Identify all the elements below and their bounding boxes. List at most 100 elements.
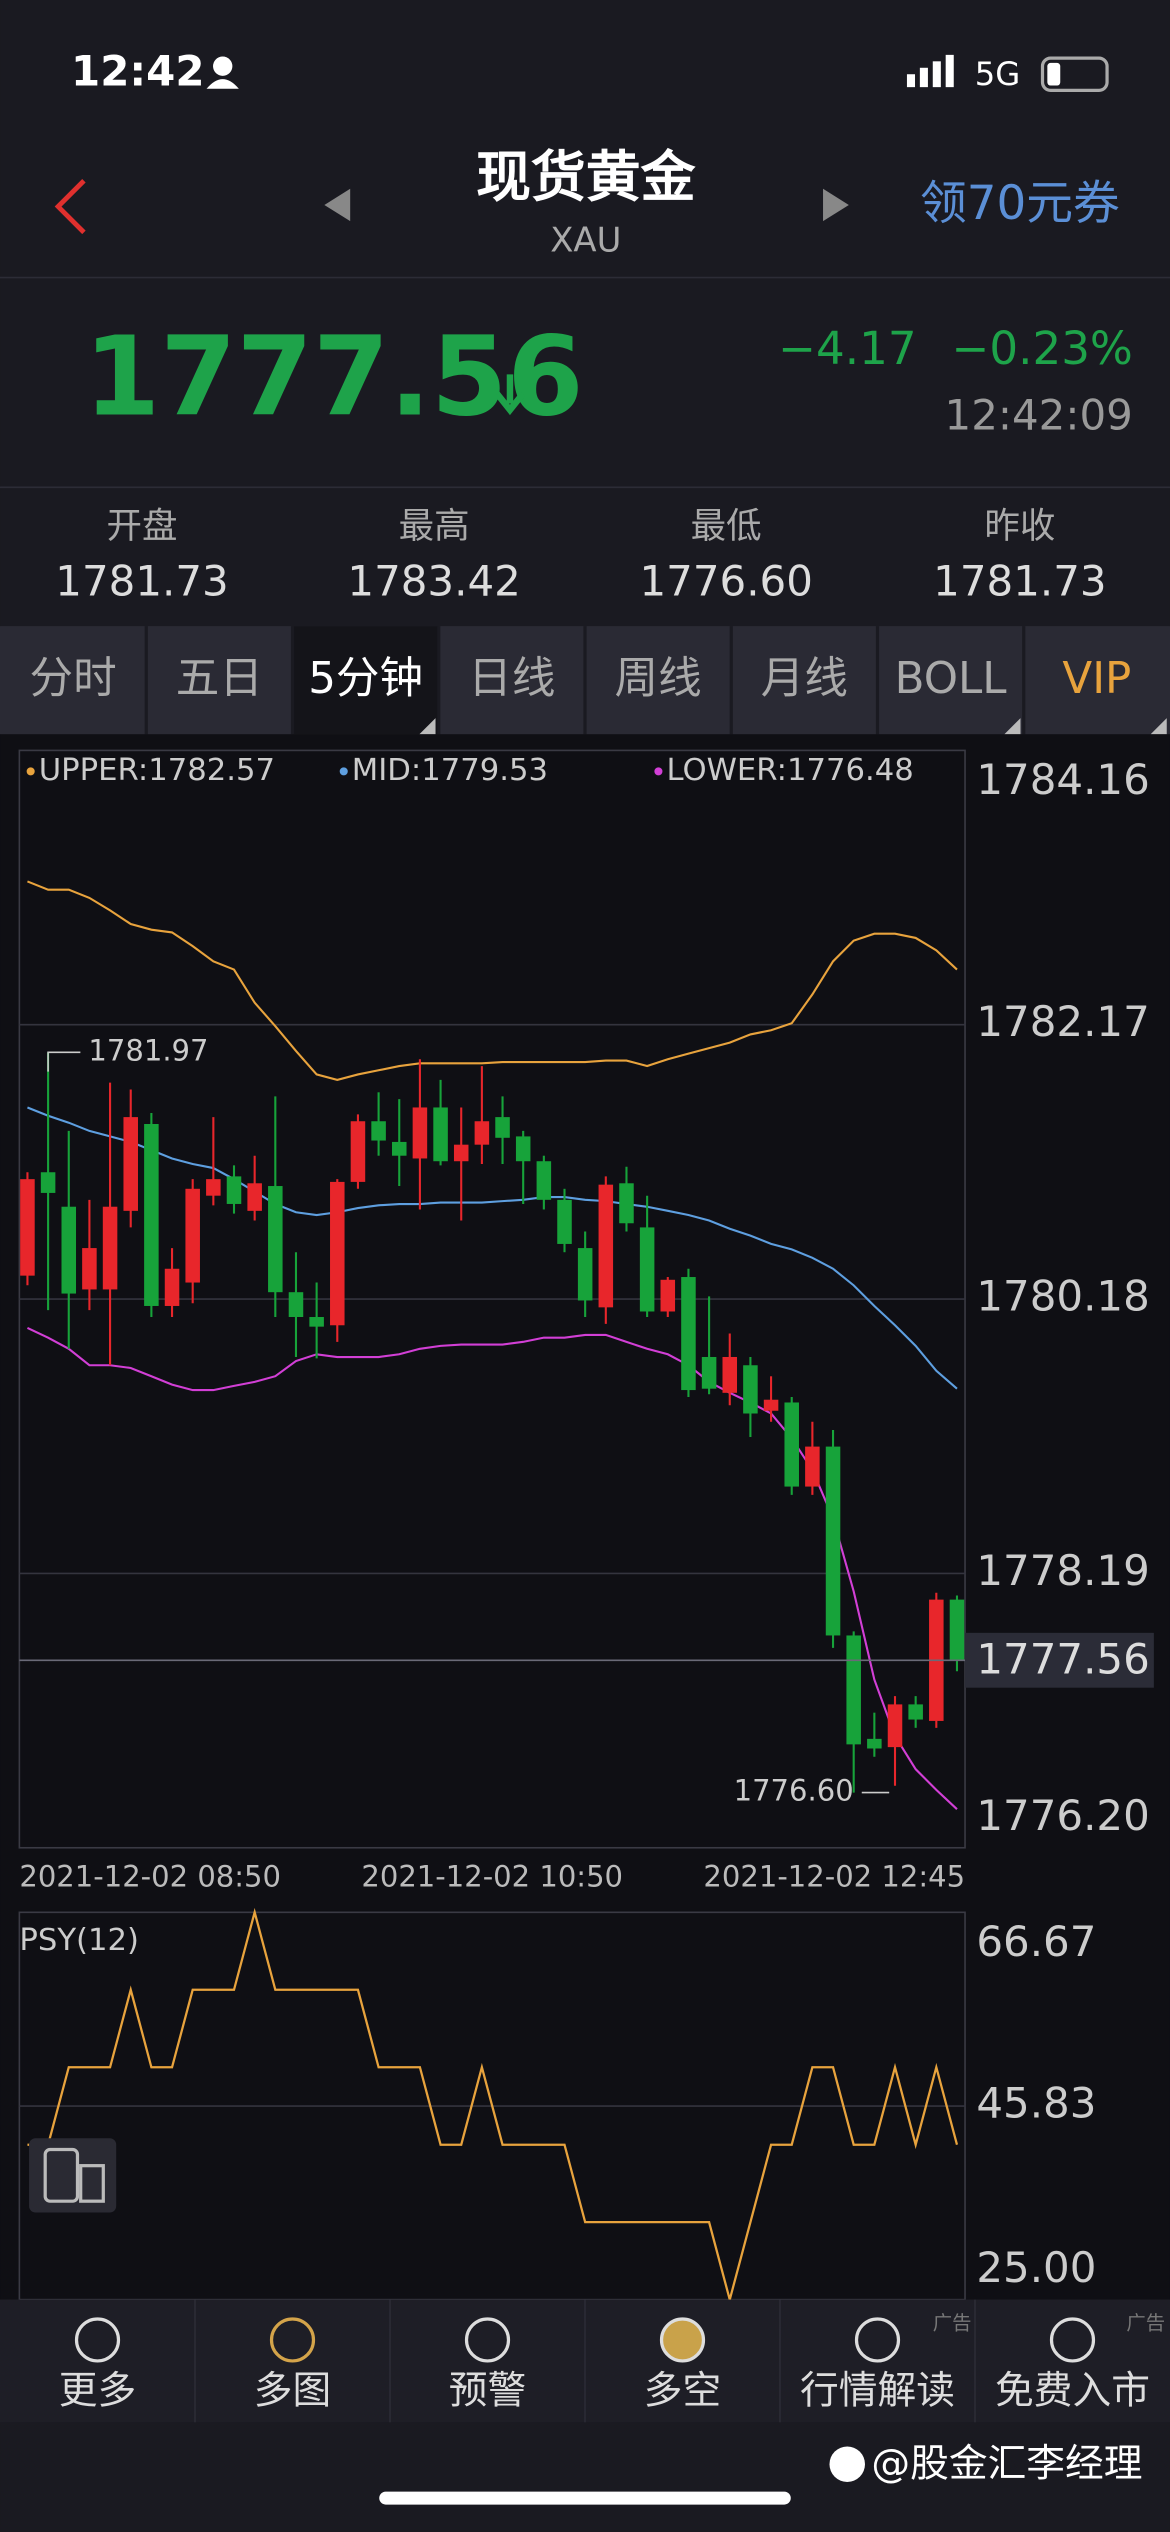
tab[interactable]: 月线 bbox=[761, 654, 848, 704]
nav-item[interactable]: 多空 bbox=[644, 2369, 721, 2414]
battery bbox=[1040, 56, 1109, 92]
candle-body bbox=[309, 1317, 324, 1327]
x-tick-label: 2021-12-02 10:50 bbox=[361, 1859, 623, 1893]
nav-icon bbox=[1049, 2317, 1096, 2363]
legend-label: LOWER:1776.48 bbox=[666, 753, 913, 788]
tab[interactable]: 分时 bbox=[30, 654, 117, 704]
y-tick-label: 1778.19 bbox=[976, 1546, 1149, 1595]
candle-body bbox=[681, 1277, 696, 1391]
candle-body bbox=[82, 1248, 97, 1290]
price-tag bbox=[965, 1632, 1154, 1688]
boll-line bbox=[27, 880, 958, 1082]
chart-background bbox=[0, 734, 1170, 2300]
candle-body bbox=[536, 1161, 552, 1200]
down-arrow bbox=[494, 374, 526, 416]
nav-icon bbox=[74, 2317, 121, 2363]
y-tick-label: 45.83 bbox=[976, 2079, 1096, 2128]
candle-body bbox=[164, 1268, 180, 1306]
low-label: 1776.60 bbox=[734, 1774, 854, 1808]
boll-line bbox=[26, 1327, 958, 1810]
change-pct: −0.23% bbox=[952, 322, 1133, 375]
candle-body bbox=[722, 1356, 738, 1393]
high-label: 1781.97 bbox=[88, 1033, 208, 1067]
symbol: XAU bbox=[550, 221, 621, 260]
y-tick-label: 1776.20 bbox=[976, 1791, 1149, 1840]
float-icon bbox=[43, 2147, 80, 2203]
nav-item[interactable]: 多图 bbox=[254, 2369, 331, 2414]
y-tick-label: 1784.16 bbox=[976, 755, 1149, 804]
stat-label: 最低 bbox=[691, 506, 762, 547]
nav-item[interactable]: 行情解读 bbox=[800, 2369, 955, 2414]
nav-item[interactable]: 预警 bbox=[449, 2369, 526, 2414]
tab-corner bbox=[419, 718, 436, 735]
price-tag-label: 1777.56 bbox=[976, 1634, 1149, 1683]
tab[interactable]: BOLL bbox=[895, 654, 1008, 704]
prev-button[interactable] bbox=[324, 188, 351, 222]
candle-body bbox=[887, 1704, 903, 1748]
candle-body bbox=[61, 1206, 77, 1294]
candle-body bbox=[268, 1186, 283, 1293]
stat-value: 1781.73 bbox=[55, 557, 228, 606]
back-button[interactable] bbox=[54, 179, 86, 235]
candle-body bbox=[247, 1183, 262, 1211]
candle-body bbox=[288, 1292, 304, 1318]
nav-item[interactable]: 免费入市 bbox=[995, 2369, 1150, 2414]
x-tick-label: 2021-12-02 08:50 bbox=[19, 1859, 281, 1893]
tab[interactable]: 5分钟 bbox=[308, 654, 423, 704]
nav-icon bbox=[854, 2317, 901, 2363]
candle-body bbox=[330, 1181, 345, 1326]
stat-value: 1781.73 bbox=[933, 557, 1106, 606]
ad-tag: 广告 bbox=[1126, 2311, 1165, 2334]
candle-body bbox=[577, 1248, 593, 1301]
y-tick-label: 25.00 bbox=[976, 2243, 1096, 2292]
stat-label: 最高 bbox=[399, 506, 470, 547]
high-pointer bbox=[47, 1051, 81, 1072]
nav-item[interactable]: 更多 bbox=[59, 2369, 136, 2414]
tab[interactable]: 五日 bbox=[176, 654, 263, 704]
candle-body bbox=[144, 1124, 159, 1306]
candle-body bbox=[598, 1184, 614, 1308]
boll-line bbox=[27, 1106, 958, 1390]
legend-dot bbox=[339, 767, 348, 776]
change: −4.17 bbox=[778, 322, 916, 375]
watermark: @股金汇李经理 bbox=[871, 2441, 1142, 2486]
candle-body bbox=[40, 1172, 56, 1193]
nav-icon bbox=[269, 2317, 316, 2363]
candle-body bbox=[660, 1279, 676, 1312]
tab[interactable]: 日线 bbox=[468, 654, 555, 704]
stat-label: 昨收 bbox=[984, 506, 1055, 547]
user-icon bbox=[206, 79, 239, 89]
tab[interactable]: VIP bbox=[1062, 654, 1131, 704]
coupon[interactable]: 领70元券 bbox=[920, 177, 1120, 231]
y-tick-label: 66.67 bbox=[976, 1917, 1096, 1966]
stat-value: 1776.60 bbox=[639, 557, 812, 606]
clock: 12:42 bbox=[71, 47, 205, 96]
float-icon bbox=[79, 2164, 105, 2203]
float-button[interactable] bbox=[29, 2138, 117, 2213]
candle-body bbox=[805, 1446, 820, 1487]
candle-body bbox=[20, 1179, 35, 1276]
candle-body bbox=[825, 1446, 841, 1636]
candle-body bbox=[206, 1179, 221, 1196]
stat-label: 开盘 bbox=[107, 506, 178, 547]
legend-label: MID:1779.53 bbox=[352, 753, 548, 788]
legend-dot bbox=[26, 767, 35, 776]
candle-body bbox=[102, 1206, 118, 1290]
candle-body bbox=[453, 1144, 469, 1162]
tab[interactable]: 周线 bbox=[615, 654, 702, 704]
candle-body bbox=[123, 1117, 138, 1211]
candle-body bbox=[412, 1107, 428, 1159]
signal-icon bbox=[906, 54, 954, 88]
y-tick-label: 1780.18 bbox=[976, 1272, 1149, 1321]
tab-selected bbox=[292, 626, 439, 735]
stat-value: 1783.42 bbox=[347, 557, 520, 606]
candle-body bbox=[743, 1365, 758, 1414]
candle-body bbox=[867, 1738, 882, 1749]
battery-level bbox=[1047, 62, 1061, 86]
candle-body bbox=[350, 1121, 366, 1182]
next-button[interactable] bbox=[823, 188, 849, 222]
candle-body bbox=[701, 1356, 717, 1389]
candle-body bbox=[474, 1121, 490, 1145]
